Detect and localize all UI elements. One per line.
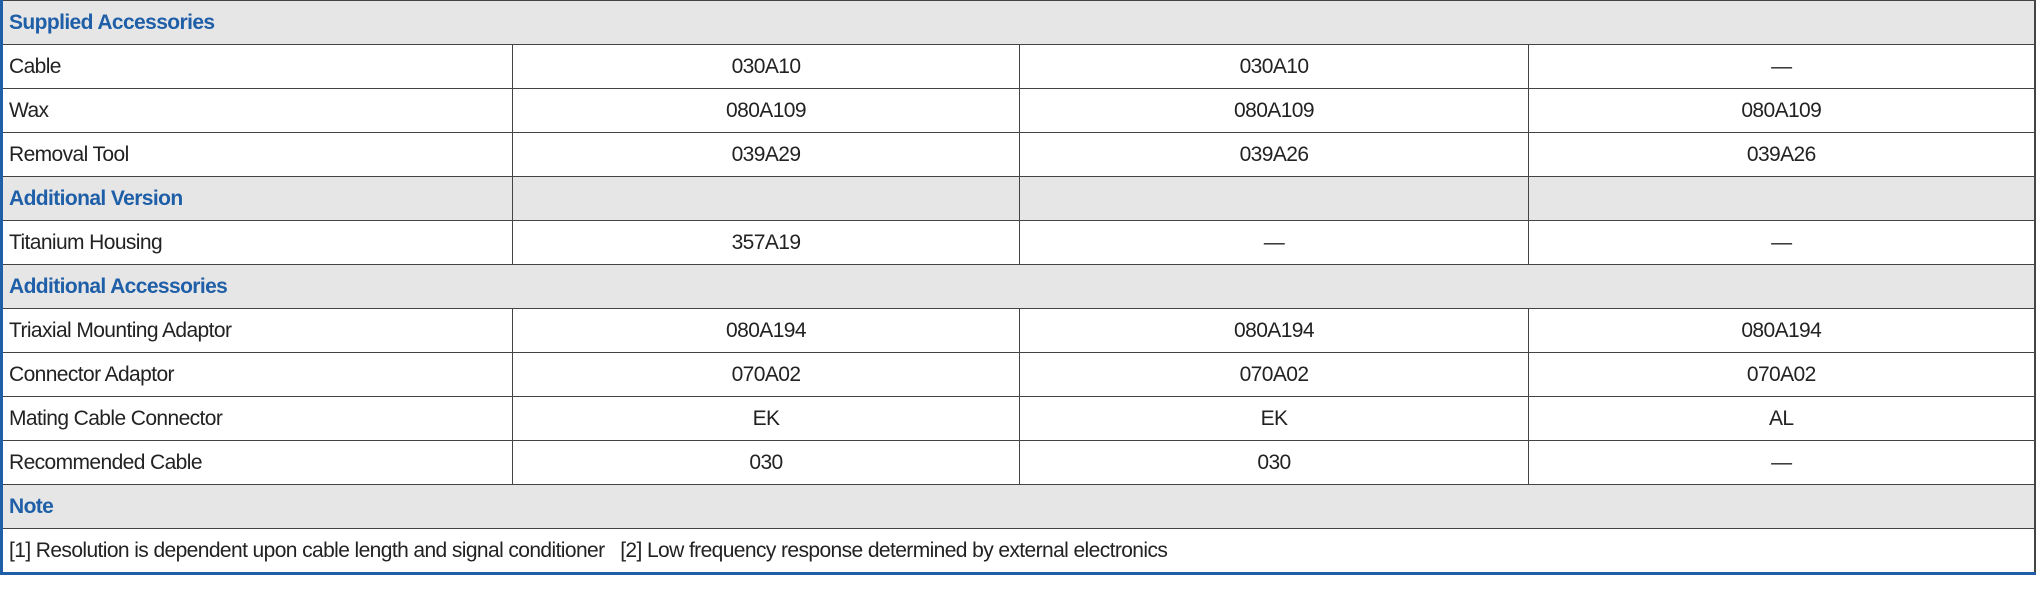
table-row: Cable 030A10 030A10—: [1, 44, 2036, 89]
section-header-row: Additional Version: [1, 176, 2036, 221]
row-value: AL: [1527, 396, 2036, 441]
row-value: 070A02: [512, 352, 1020, 397]
row-value: EK: [1019, 396, 1529, 441]
row-value: 070A02: [1019, 352, 1529, 397]
section-empty-cell: [1527, 176, 2036, 221]
section-header-row: Note: [0, 484, 2036, 529]
row-value: 039A29: [512, 132, 1020, 177]
table-row: Connector Adaptor 070A02 070A02 070A02: [1, 352, 2036, 397]
section-title: Supplied Accessories: [0, 0, 2036, 45]
row-value: 030: [1019, 440, 1529, 485]
row-value: 080A109: [512, 88, 1020, 133]
row-label: Recommended Cable: [1, 440, 513, 485]
note-text: [1] Resolution is dependent upon cable l…: [0, 528, 2036, 574]
row-value: 080A194: [1527, 308, 2036, 353]
section-empty-cell: [512, 176, 1020, 221]
section-title: Note: [0, 484, 2036, 529]
row-value: 039A26: [1019, 132, 1529, 177]
row-value: 080A194: [512, 308, 1020, 353]
row-label: Connector Adaptor: [1, 352, 513, 397]
section-title: Additional Accessories: [0, 264, 2036, 309]
table-row: Wax 080A109 080A109 080A109: [1, 88, 2036, 133]
table-row: Removal Tool 039A29 039A26 039A26: [1, 132, 2036, 177]
row-value: 080A109: [1527, 88, 2036, 133]
row-value: 080A194: [1019, 308, 1529, 353]
table-row: Triaxial Mounting Adaptor 080A194 080A194 0…: [1, 308, 2036, 353]
table-row: Titanium Housing 357A19— —: [1, 220, 2036, 265]
row-value: 080A109: [1019, 88, 1529, 133]
section-header-row: Additional Accessories: [0, 264, 2036, 309]
row-value: EK: [512, 396, 1020, 441]
row-label: Mating Cable Connector: [1, 396, 513, 441]
row-value: —: [1527, 44, 2036, 89]
row-label: Triaxial Mounting Adaptor: [1, 308, 513, 353]
row-value: 030: [512, 440, 1020, 485]
row-label: Removal Tool: [1, 132, 513, 177]
row-value: 070A02: [1527, 352, 2036, 397]
row-value: 357A19: [512, 220, 1020, 265]
table-row: Recommended Cable 030 030—: [1, 440, 2036, 485]
row-value: —: [1019, 220, 1529, 265]
row-label: Wax: [1, 88, 513, 133]
section-header-row: Supplied Accessories: [0, 0, 2036, 45]
note-row: [1] Resolution is dependent upon cable l…: [0, 528, 2036, 574]
section-empty-cell: [1019, 176, 1529, 221]
row-label: Cable: [1, 44, 513, 89]
section-title: Additional Version: [1, 176, 513, 221]
row-value: —: [1527, 220, 2036, 265]
row-value: 039A26: [1527, 132, 2036, 177]
table-row: Mating Cable Connector EK EK AL: [1, 396, 2036, 441]
accessories-table: Supplied Accessories Cable 030A10 030A10— Wa…: [0, 0, 2036, 575]
row-value: —: [1527, 440, 2036, 485]
row-value: 030A10: [1019, 44, 1529, 89]
row-value: 030A10: [512, 44, 1020, 89]
row-label: Titanium Housing: [1, 220, 513, 265]
